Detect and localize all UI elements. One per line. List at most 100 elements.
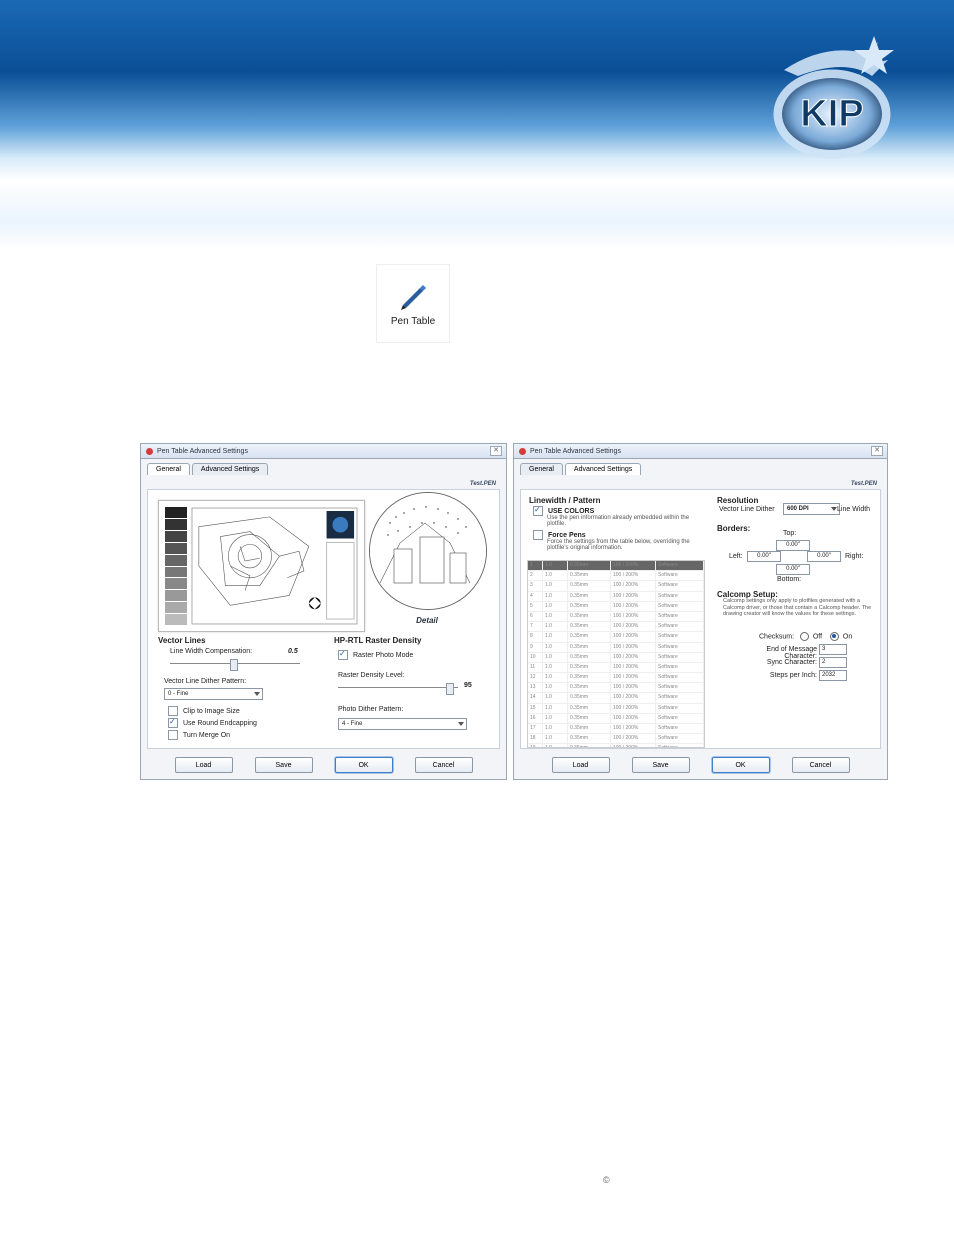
sync-input[interactable]: 2 [819, 657, 847, 668]
cancel-button[interactable]: Cancel [792, 757, 850, 773]
table-row[interactable]: 181.00.35mm100 / 200%Software [528, 734, 704, 744]
table-row[interactable]: 71.00.35mm100 / 200%Software [528, 622, 704, 632]
vector-lines-heading: Vector Lines [158, 636, 206, 645]
round-endcapping-checkbox[interactable] [168, 718, 178, 728]
vld-pattern-select[interactable]: 0 - Fine [164, 688, 263, 700]
table-row[interactable]: 91.00.35mm100 / 200%Software [528, 643, 704, 653]
dialog-buttons: Load Save OK Cancel [141, 757, 506, 773]
checksum-off-radio[interactable] [800, 632, 809, 641]
table-row[interactable]: 11.00.35mm100 / 200%Software [528, 561, 704, 571]
raster-photo-checkbox[interactable] [338, 650, 348, 660]
ok-button[interactable]: OK [335, 757, 393, 773]
clip-label: Clip to Image Size [183, 708, 240, 715]
pen-filename: Test.PEN [470, 481, 496, 487]
dialog-panel: Linewidth / Pattern USE COLORS Use the p… [520, 489, 881, 749]
load-button[interactable]: Load [552, 757, 610, 773]
sync-label: Sync Character: [763, 659, 817, 666]
table-row[interactable]: 131.00.35mm100 / 200%Software [528, 683, 704, 693]
tab-bar: General Advanced Settings [514, 459, 887, 475]
line-width-label: Line Width [837, 506, 870, 513]
spi-input[interactable]: 2032 [819, 670, 847, 681]
load-button[interactable]: Load [175, 757, 233, 773]
border-top-label: Top: [783, 530, 796, 537]
force-pens-desc: Force the settings from the table below,… [547, 539, 707, 551]
spi-label: Steps per Inch: [765, 672, 817, 679]
tab-general[interactable]: General [147, 463, 190, 475]
tab-general[interactable]: General [520, 463, 563, 475]
pen-table-dialog-advanced: Pen Table Advanced Settings ✕ General Ad… [513, 443, 888, 780]
close-icon[interactable]: ✕ [490, 446, 502, 456]
raster-photo-label: Raster Photo Mode [353, 652, 413, 659]
pen-table-label: Pen Table [391, 316, 435, 327]
merge-label: Turn Merge On [183, 732, 230, 739]
vld-select[interactable]: 600 DPI [783, 503, 840, 515]
app-icon [146, 448, 153, 455]
page: KIP Pen Table Pen Table Advanced Setting… [0, 0, 954, 1235]
tab-advanced[interactable]: Advanced Settings [565, 463, 641, 475]
grayscale-swatches [165, 507, 187, 625]
force-pens-label: Force Pens [548, 532, 586, 539]
table-row[interactable]: 121.00.35mm100 / 200%Software [528, 673, 704, 683]
tab-bar: General Advanced Settings [141, 459, 506, 475]
table-row[interactable]: 111.00.35mm100 / 200%Software [528, 663, 704, 673]
vld-pattern-label: Vector Line Dither Pattern: [164, 678, 246, 685]
lwc-slider[interactable] [170, 658, 300, 668]
dialog-titlebar: Pen Table Advanced Settings [141, 444, 506, 459]
resolution-heading: Resolution [717, 496, 758, 505]
table-row[interactable]: 141.00.35mm100 / 200%Software [528, 693, 704, 703]
copyright-mark: © [603, 1175, 610, 1185]
dialog-title: Pen Table Advanced Settings [157, 448, 248, 455]
save-button[interactable]: Save [632, 757, 690, 773]
dialog-panel: Detail Vector Lines Line Width Compensat… [147, 489, 500, 749]
border-bottom-input[interactable]: 0.00" [776, 564, 810, 575]
pen-table-tile[interactable]: Pen Table [377, 265, 449, 342]
border-left-input[interactable]: 0.00" [747, 551, 781, 562]
photo-dither-select[interactable]: 4 - Fine [338, 718, 467, 730]
raster-heading: HP-RTL Raster Density [334, 636, 421, 645]
svg-text:KIP: KIP [800, 93, 863, 135]
eom-input[interactable]: 3 [819, 644, 847, 655]
raster-level-label: Raster Density Level: [338, 672, 405, 679]
ok-button[interactable]: OK [712, 757, 770, 773]
clip-checkbox[interactable] [168, 706, 178, 716]
table-row[interactable]: 41.00.35mm100 / 200%Software [528, 592, 704, 602]
table-row[interactable]: 61.00.35mm100 / 200%Software [528, 612, 704, 622]
border-bottom-label: Bottom: [777, 576, 801, 583]
cancel-button[interactable]: Cancel [415, 757, 473, 773]
kip-logo: KIP [746, 36, 898, 161]
checksum-on-radio[interactable] [830, 632, 839, 641]
calcomp-note: Calcomp settings only apply to plotfiles… [723, 598, 873, 618]
detail-label: Detail [369, 616, 485, 625]
table-row[interactable]: 31.00.35mm100 / 200%Software [528, 581, 704, 591]
raster-level-slider[interactable] [338, 682, 458, 692]
vld-label: Vector Line Dither [719, 506, 775, 513]
table-row[interactable]: 81.00.35mm100 / 200%Software [528, 632, 704, 642]
table-row[interactable]: 21.00.35mm100 / 200%Software [528, 571, 704, 581]
table-row[interactable]: 171.00.35mm100 / 200%Software [528, 724, 704, 734]
save-button[interactable]: Save [255, 757, 313, 773]
border-right-label: Right: [845, 553, 863, 560]
app-icon [519, 448, 526, 455]
table-row[interactable]: 51.00.35mm100 / 200%Software [528, 602, 704, 612]
lwc-label: Line Width Compensation: [170, 648, 252, 655]
round-label: Use Round Endcapping [183, 720, 257, 727]
preview-thumbnail [158, 500, 365, 632]
use-colors-desc: Use the pen information already embedded… [547, 515, 707, 527]
border-right-input[interactable]: 0.00" [807, 551, 841, 562]
raster-level-value: 95 [464, 682, 472, 689]
linewidth-heading: Linewidth / Pattern [529, 496, 601, 505]
border-top-input[interactable]: 0.00" [776, 540, 810, 551]
pen-table-grid[interactable]: 11.00.35mm100 / 200%Software21.00.35mm10… [527, 560, 705, 748]
table-row[interactable]: 151.00.35mm100 / 200%Software [528, 704, 704, 714]
force-pens-checkbox[interactable] [533, 530, 543, 540]
table-row[interactable]: 161.00.35mm100 / 200%Software [528, 714, 704, 724]
table-row[interactable]: 101.00.35mm100 / 200%Software [528, 653, 704, 663]
checksum-off-label: Off [813, 633, 822, 640]
close-icon[interactable]: ✕ [871, 446, 883, 456]
eom-label: End of Message Character: [733, 646, 817, 660]
merge-checkbox[interactable] [168, 730, 178, 740]
tab-advanced[interactable]: Advanced Settings [192, 463, 268, 475]
table-row[interactable]: 191.00.35mm100 / 200%Software [528, 744, 704, 748]
pen-icon [398, 280, 428, 310]
use-colors-checkbox[interactable] [533, 506, 543, 516]
